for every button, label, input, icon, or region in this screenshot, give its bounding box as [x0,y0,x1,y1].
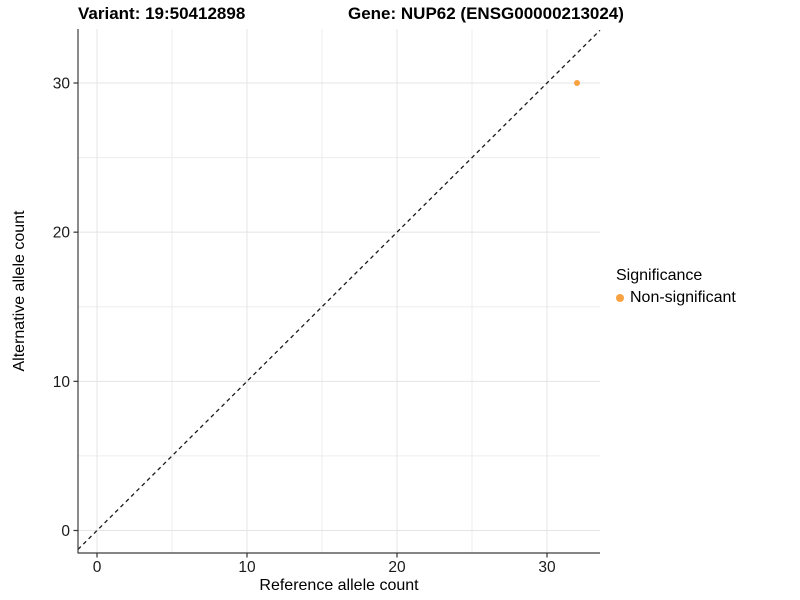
x-tick-label: 0 [93,559,102,576]
legend-item: Non-significant [616,289,736,307]
legend: Significance Non-significant [616,267,736,307]
data-point [574,79,580,86]
x-axis-title: Reference allele count [259,577,419,594]
y-tick-label: 30 [53,75,71,92]
x-tick-label: 20 [388,559,406,576]
identity-dashed-line [77,29,601,550]
variant-title: Variant: 19:50412898 [78,4,246,23]
y-tick-label: 20 [53,225,71,242]
y-tick-label: 10 [53,374,71,391]
y-axis-title: Alternative allele count [11,210,28,372]
legend-point-icon [616,294,624,302]
gene-title: Gene: NUP62 (ENSG00000213024) [348,4,624,23]
x-tick-label: 30 [538,559,556,576]
x-tick-label: 10 [238,559,256,576]
legend-title: Significance [616,267,703,284]
y-tick-label: 0 [61,523,70,540]
legend-item-label: Non-significant [630,289,736,306]
